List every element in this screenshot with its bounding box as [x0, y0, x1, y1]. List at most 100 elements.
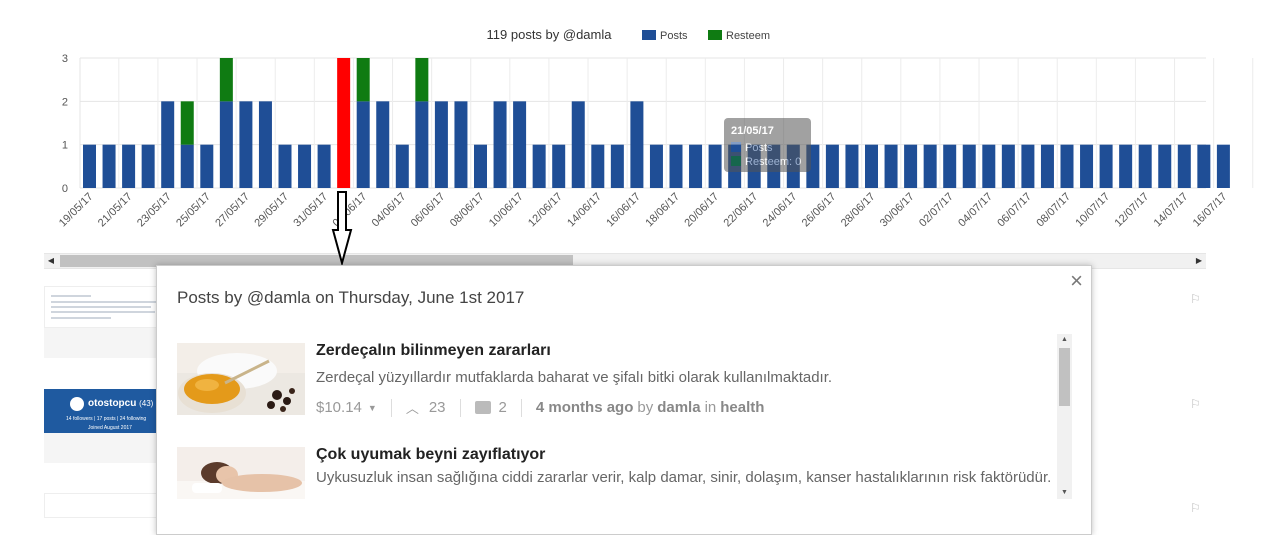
bar-resteem-02/06/17[interactable]: [356, 58, 370, 102]
x-tick-label: 16/06/17: [604, 191, 643, 230]
bar-posts-17/06/17[interactable]: [649, 144, 663, 188]
scroll-left-arrow-icon[interactable]: ◀: [47, 256, 55, 265]
close-icon[interactable]: ×: [1070, 268, 1083, 293]
background-post-card-1[interactable]: [44, 286, 164, 358]
bar-posts-09/07/17[interactable]: [1080, 144, 1094, 188]
bar-posts-01/07/17[interactable]: [923, 144, 937, 188]
tooltip-resteem: Resteem: 0: [745, 156, 801, 168]
y-tick-label: 1: [62, 140, 68, 152]
x-tick-label: 12/07/17: [1113, 191, 1152, 230]
list-item[interactable]: Zerdeçalın bilinmeyen zararları Zerdeçal…: [177, 334, 1057, 434]
scroll-right-arrow-icon[interactable]: ▶: [1195, 256, 1203, 265]
bar-posts-12/07/17[interactable]: [1138, 144, 1152, 188]
bar-posts-12/06/17[interactable]: [552, 144, 566, 188]
bar-posts-27/05/17[interactable]: [239, 101, 253, 188]
bar-posts-14/06/17[interactable]: [591, 144, 605, 188]
vote-count[interactable]: 23: [428, 399, 446, 416]
bar-posts-31/05/17[interactable]: [317, 144, 331, 188]
flag-icon[interactable]: ⚐: [1190, 292, 1201, 306]
upvote-icon[interactable]: ︿: [405, 401, 419, 416]
scroll-down-arrow-icon[interactable]: ▼: [1061, 489, 1068, 496]
post-thumbnail-turmeric[interactable]: [177, 343, 305, 415]
bar-posts-07/06/17[interactable]: [454, 101, 468, 188]
bar-posts-25/05/17[interactable]: [200, 144, 214, 188]
bar-posts-06/06/17[interactable]: [434, 101, 448, 188]
bar-posts-10/07/17[interactable]: [1099, 144, 1113, 188]
bar-posts-19/06/17[interactable]: [689, 144, 703, 188]
bar-posts-04/06/17[interactable]: [395, 144, 409, 188]
bar-posts-11/07/17[interactable]: [1119, 144, 1133, 188]
background-post-card-3[interactable]: [44, 493, 164, 518]
bar-posts-08/07/17[interactable]: [1060, 144, 1074, 188]
bar-posts-03/07/17[interactable]: [962, 144, 976, 188]
bar-posts-29/06/17[interactable]: [884, 144, 898, 188]
bar-posts-07/07/17[interactable]: [1040, 144, 1054, 188]
bar-posts-29/05/17[interactable]: [278, 144, 292, 188]
bar-posts-19/05/17[interactable]: [83, 144, 96, 188]
bar-posts-02/07/17[interactable]: [943, 144, 957, 188]
bar-posts-16/06/17[interactable]: [630, 101, 644, 188]
bar-posts-30/06/17[interactable]: [904, 144, 918, 188]
bar-posts-21/05/17[interactable]: [122, 144, 136, 188]
bar-posts-08/06/17[interactable]: [474, 144, 487, 188]
post-thumbnail-sleep[interactable]: [177, 447, 305, 499]
post-title[interactable]: Zerdeçalın bilinmeyen zararları: [316, 342, 551, 359]
bar-posts-05/06/17[interactable]: [415, 101, 429, 188]
bar-posts-26/06/17[interactable]: [825, 144, 839, 188]
post-category[interactable]: health: [720, 399, 765, 416]
bar-posts-04/07/17[interactable]: [982, 144, 996, 188]
bar-posts-11/06/17[interactable]: [532, 144, 546, 188]
bar-resteem-26/05/17[interactable]: [219, 58, 233, 102]
bar-posts-13/06/17[interactable]: [571, 101, 585, 188]
by-label: by: [637, 399, 654, 416]
scroll-thumb[interactable]: [60, 255, 573, 267]
bar-posts-27/06/17[interactable]: [845, 144, 859, 188]
post-title[interactable]: Çok uyumak beyni zayıflatıyor: [316, 446, 546, 463]
scroll-up-arrow-icon[interactable]: ▲: [1061, 336, 1068, 343]
bar-posts-05/07/17[interactable]: [1001, 144, 1015, 188]
chevron-down-icon[interactable]: ▼: [367, 402, 377, 413]
bar-resteem-24/05/17[interactable]: [180, 101, 194, 145]
flag-icon[interactable]: ⚐: [1190, 501, 1201, 515]
bar-posts-01/06/17[interactable]: [337, 58, 351, 188]
comment-count[interactable]: 2: [498, 399, 507, 416]
bar-posts-14/07/17[interactable]: [1177, 144, 1191, 188]
bar-posts-23/05/17[interactable]: [161, 101, 175, 188]
bar-posts-03/06/17[interactable]: [376, 101, 390, 188]
post-author[interactable]: damla: [657, 399, 701, 416]
bar-posts-15/07/17[interactable]: [1197, 144, 1211, 188]
profile-name: otostopcu (43): [88, 398, 154, 409]
bar-posts-16/07/17[interactable]: [1216, 144, 1230, 188]
posts-modal: × Posts by @damla on Thursday, June 1st …: [156, 265, 1092, 535]
bar-posts-28/05/17[interactable]: [258, 101, 272, 188]
flag-icon[interactable]: ⚐: [1190, 397, 1201, 411]
comments-icon[interactable]: [474, 401, 491, 414]
bar-resteem-05/06/17[interactable]: [415, 58, 429, 102]
post-age[interactable]: 4 months ago: [535, 399, 634, 416]
payout-value[interactable]: $10.14: [316, 399, 362, 416]
x-tick-label: 30/06/17: [878, 191, 917, 230]
list-item[interactable]: Çok uyumak beyni zayıflatıyor Uykusuzluk…: [177, 438, 1057, 499]
bar-posts-18/06/17[interactable]: [669, 144, 683, 188]
x-tick-label: 28/06/17: [839, 191, 878, 230]
bar-posts-15/06/17[interactable]: [610, 144, 624, 188]
bar-posts-02/06/17[interactable]: [356, 101, 370, 188]
bar-posts-20/05/17[interactable]: [102, 144, 116, 188]
bar-posts-22/05/17[interactable]: [141, 144, 155, 188]
bar-posts-13/07/17[interactable]: [1158, 144, 1172, 188]
bar-posts-30/05/17[interactable]: [298, 144, 312, 188]
profile-joined: Joined August 2017: [88, 425, 132, 431]
bar-posts-28/06/17[interactable]: [865, 144, 878, 188]
bar-posts-24/05/17[interactable]: [180, 144, 194, 188]
bar-posts-06/07/17[interactable]: [1021, 144, 1035, 188]
tooltip-title: 21/05/17: [731, 125, 774, 137]
bar-posts-20/06/17[interactable]: [708, 144, 722, 188]
legend: Posts Resteem: [642, 30, 770, 42]
background-post-card-2[interactable]: otostopcu (43) 14 followers | 17 posts |…: [44, 389, 164, 463]
x-tick-label: 06/06/17: [409, 191, 448, 230]
modal-scroll-thumb[interactable]: [1059, 348, 1070, 406]
modal-vertical-scrollbar[interactable]: ▲ ▼: [1057, 334, 1072, 499]
bar-posts-26/05/17[interactable]: [219, 101, 233, 188]
bar-posts-09/06/17[interactable]: [493, 101, 507, 188]
bar-posts-10/06/17[interactable]: [513, 101, 527, 188]
